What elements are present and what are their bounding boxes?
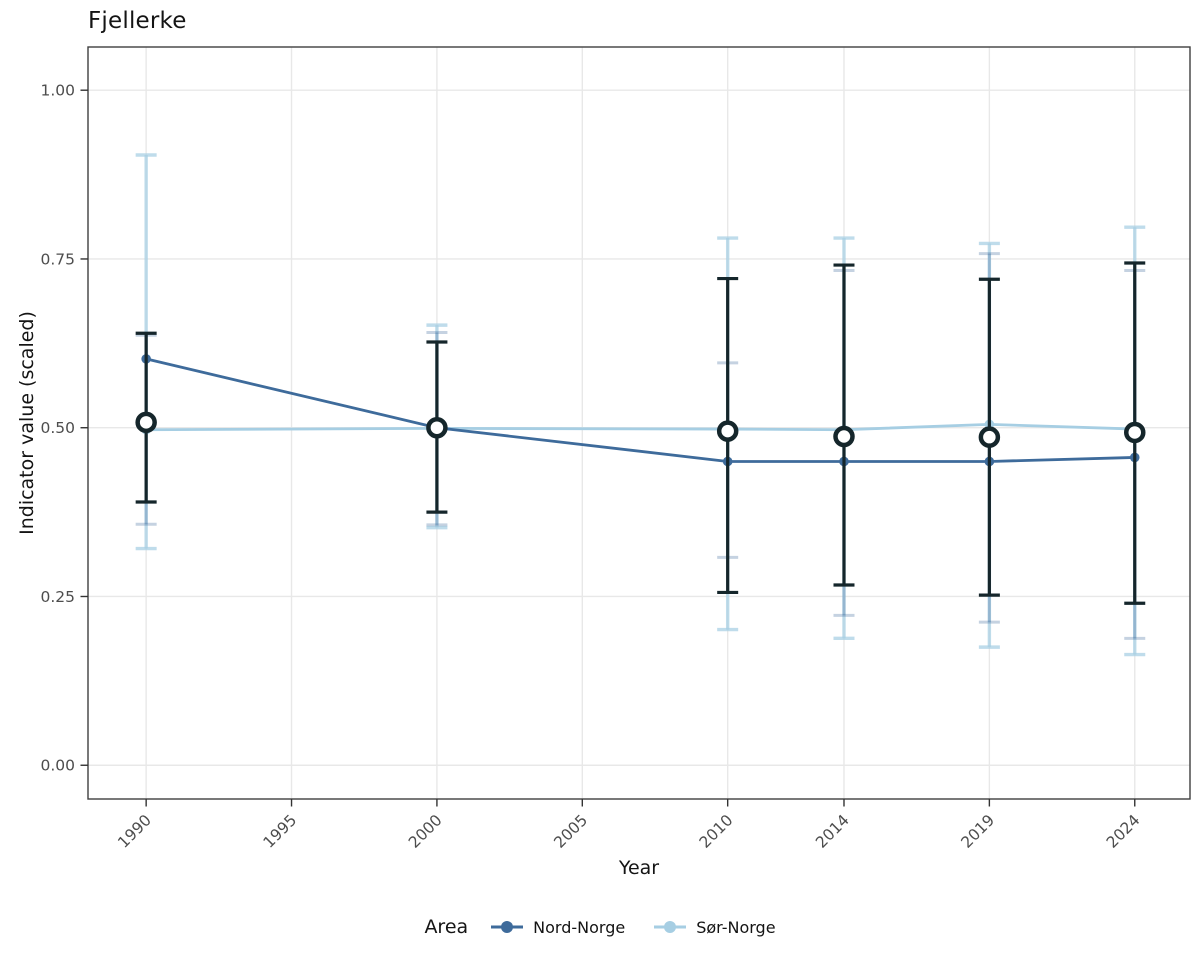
panel-border: [87, 46, 1191, 800]
plot-area: 0.00 0.25 0.50 0.75 1.00 1990 1995 2000 2005 2010…: [40, 46, 1191, 852]
y-tick-label: 1.00: [40, 82, 75, 100]
legend-key-icon: [654, 921, 687, 933]
x-tick-label: 2000: [405, 811, 446, 852]
legend-item-label: Sør-Norge: [696, 917, 776, 937]
overall-open-circle: [833, 425, 855, 448]
overall-open-circle: [426, 416, 448, 439]
series-line-sor-norge: [146, 422, 1135, 432]
series-line-nord-norge: [145, 357, 1135, 463]
y-tick-label: 0.50: [40, 419, 75, 437]
x-tick-label: 2014: [812, 811, 853, 852]
chart-title: Fjellerke: [88, 8, 187, 34]
overall-open-circle: [1124, 421, 1146, 444]
overall-open-circle: [978, 426, 1001, 448]
legend-item-sor-norge: Sør-Norge: [653, 917, 776, 937]
x-tick-label: 2019: [958, 811, 999, 852]
x-tick-label: 2005: [551, 811, 592, 852]
panel-background: [88, 47, 1190, 799]
legend-items: Nord-Norge Sør-Norge: [490, 917, 776, 937]
y-tick-label: 0.75: [40, 250, 75, 268]
legend-item-nord-norge: Nord-Norge: [490, 918, 625, 937]
x-axis-title: Year: [618, 857, 660, 879]
y-axis-title: Indicator value (scaled): [16, 311, 38, 535]
legend: Area Nord-Norge Sør-Norge: [0, 916, 1200, 938]
overall-open-circle: [135, 411, 157, 434]
legend-key-icon: [491, 921, 524, 933]
y-tick-label: 0.00: [40, 757, 75, 775]
x-tick-label: 2024: [1103, 811, 1144, 852]
x-tick-label: 2010: [696, 811, 737, 852]
x-tick-label: 1995: [260, 811, 301, 852]
x-tick-label: 1990: [114, 811, 155, 852]
overall-open-circle: [716, 420, 739, 442]
legend-item-label: Nord-Norge: [533, 917, 626, 937]
y-tick-label: 0.25: [40, 588, 75, 606]
legend-title: Area: [424, 916, 469, 938]
